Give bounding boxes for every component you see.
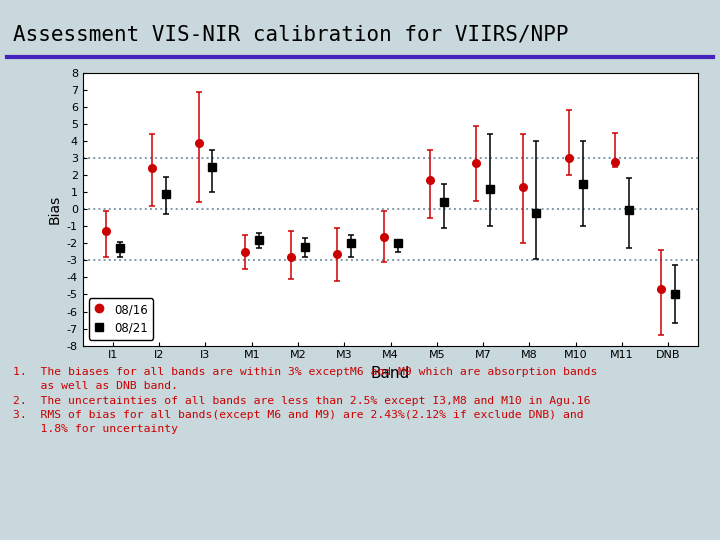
Text: Assessment VIS-NIR calibration for VIIRS/NPP: Assessment VIS-NIR calibration for VIIRS…: [13, 24, 569, 44]
Y-axis label: Bias: Bias: [48, 194, 61, 224]
Legend: 08/16, 08/21: 08/16, 08/21: [89, 298, 153, 340]
X-axis label: Band: Band: [371, 366, 410, 381]
Text: 1.  The biases for all bands are within 3% exceptM6 and M9 which are absorption : 1. The biases for all bands are within 3…: [13, 367, 598, 434]
